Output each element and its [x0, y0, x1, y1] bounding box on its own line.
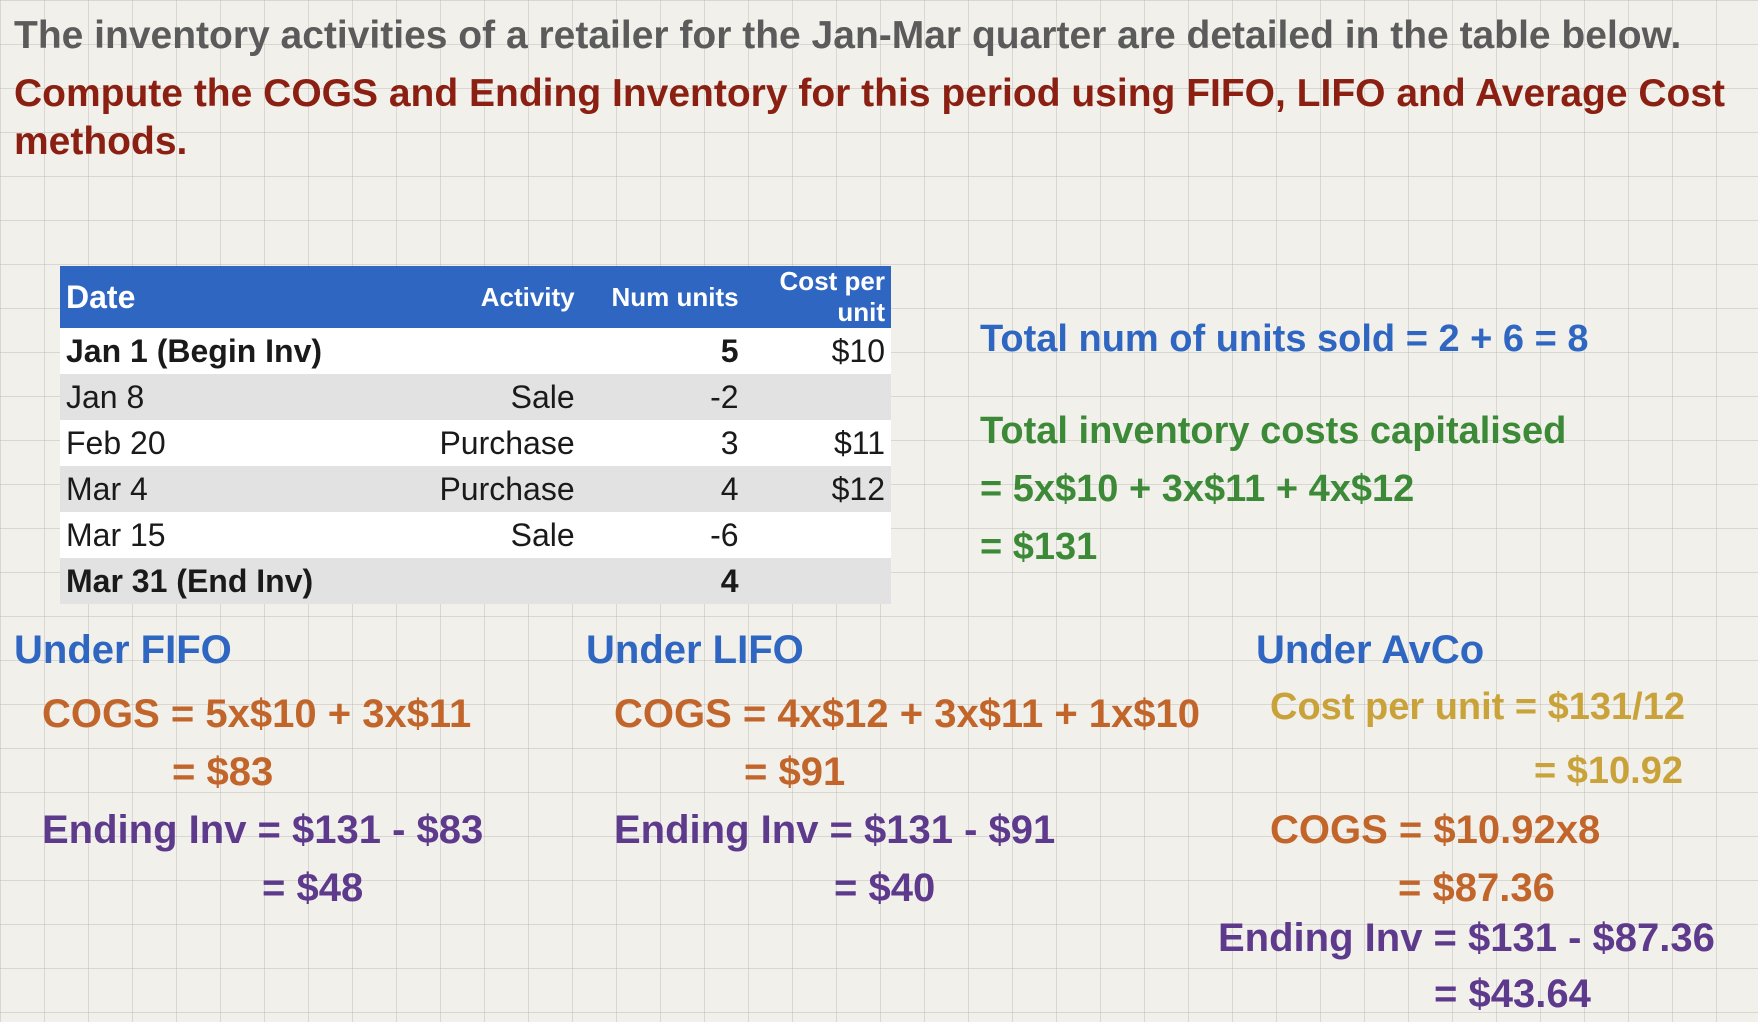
units-sold-text: Total num of units sold = 2 + 6 = 8 [980, 318, 1589, 360]
task-text: Compute the COGS and Ending Inventory fo… [14, 72, 1726, 163]
costs-capitalised-total: = $131 [980, 526, 1098, 568]
header-cost-per-unit: Cost per unit [744, 266, 891, 328]
cell-activity [351, 328, 581, 374]
avco-ending-inv-formula: Ending Inv = $131 - $87.36 [1218, 916, 1715, 960]
fifo-heading: Under FIFO [14, 628, 232, 672]
cell-activity: Purchase [351, 466, 581, 512]
cell-date: Feb 20 [60, 420, 352, 466]
cell-cost [744, 374, 891, 420]
fifo-ending-inv-result: = $48 [262, 866, 364, 910]
cell-units: 4 [580, 558, 745, 604]
lifo-cogs-result: = $91 [744, 750, 846, 794]
cell-activity: Sale [351, 374, 581, 420]
lifo-ending-inv-formula: Ending Inv = $131 - $91 [614, 808, 1056, 852]
intro-text: The inventory activities of a retailer f… [14, 14, 1682, 57]
cell-activity [351, 558, 581, 604]
cell-cost: $10 [744, 328, 891, 374]
avco-cogs-formula: COGS = $10.92x8 [1270, 808, 1601, 852]
cell-cost [744, 512, 891, 558]
fifo-ending-inv-formula: Ending Inv = $131 - $83 [42, 808, 484, 852]
cell-activity: Purchase [351, 420, 581, 466]
costs-capitalised-formula: = 5x$10 + 3x$11 + 4x$12 [980, 468, 1415, 510]
lifo-ending-inv-result: = $40 [834, 866, 936, 910]
cell-date: Mar 31 (End Inv) [60, 558, 352, 604]
avco-cost-per-unit-result: = $10.92 [1534, 750, 1683, 792]
avco-cost-per-unit-formula: Cost per unit = $131/12 [1270, 686, 1685, 728]
cell-date: Mar 4 [60, 466, 352, 512]
header-date: Date [60, 266, 352, 328]
cell-units: 5 [580, 328, 745, 374]
table-row: Feb 20 Purchase 3 $11 [60, 420, 891, 466]
table-row: Jan 8 Sale -2 [60, 374, 891, 420]
fifo-cogs-formula: COGS = 5x$10 + 3x$11 [42, 692, 472, 736]
table-row: Mar 15 Sale -6 [60, 512, 891, 558]
header-num-units: Num units [580, 266, 745, 328]
inventory-table: Date Activity Num units Cost per unit Ja… [60, 266, 891, 604]
header-activity: Activity [351, 266, 581, 328]
cell-date: Jan 1 (Begin Inv) [60, 328, 352, 374]
avco-heading: Under AvCo [1256, 628, 1485, 672]
lifo-cogs-formula: COGS = 4x$12 + 3x$11 + 1x$10 [614, 692, 1201, 736]
cell-units: 4 [580, 466, 745, 512]
cell-units: -2 [580, 374, 745, 420]
table-row: Mar 4 Purchase 4 $12 [60, 466, 891, 512]
cell-date: Mar 15 [60, 512, 352, 558]
costs-capitalised-title: Total inventory costs capitalised [980, 410, 1567, 452]
table-header-row: Date Activity Num units Cost per unit [60, 266, 891, 328]
fifo-cogs-result: = $83 [172, 750, 274, 794]
avco-ending-inv-result: = $43.64 [1434, 972, 1591, 1016]
cell-cost: $11 [744, 420, 891, 466]
cell-units: -6 [580, 512, 745, 558]
lifo-heading: Under LIFO [586, 628, 804, 672]
cell-units: 3 [580, 420, 745, 466]
cell-cost [744, 558, 891, 604]
cell-cost: $12 [744, 466, 891, 512]
table-row: Mar 31 (End Inv) 4 [60, 558, 891, 604]
avco-cogs-result: = $87.36 [1398, 866, 1555, 910]
cell-activity: Sale [351, 512, 581, 558]
cell-date: Jan 8 [60, 374, 352, 420]
table-row: Jan 1 (Begin Inv) 5 $10 [60, 328, 891, 374]
